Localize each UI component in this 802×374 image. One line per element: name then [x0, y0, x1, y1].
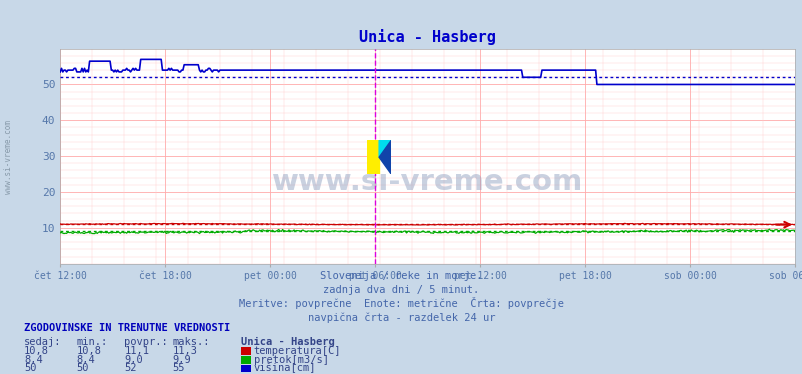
Text: www.si-vreme.com: www.si-vreme.com [3, 120, 13, 194]
Text: 50: 50 [24, 364, 37, 373]
Text: ZGODOVINSKE IN TRENUTNE VREDNOSTI: ZGODOVINSKE IN TRENUTNE VREDNOSTI [24, 323, 230, 333]
Text: 9,0: 9,0 [124, 355, 143, 365]
Text: 52: 52 [124, 364, 137, 373]
Text: 9,9: 9,9 [172, 355, 191, 365]
Text: Meritve: povprečne  Enote: metrične  Črta: povprečje: Meritve: povprečne Enote: metrične Črta:… [239, 297, 563, 309]
Text: 10,8: 10,8 [24, 346, 49, 356]
Text: sedaj:: sedaj: [24, 337, 62, 347]
Text: 11,1: 11,1 [124, 346, 149, 356]
Text: maks.:: maks.: [172, 337, 210, 347]
Text: navpična črta - razdelek 24 ur: navpična črta - razdelek 24 ur [307, 313, 495, 323]
Polygon shape [379, 140, 391, 174]
Text: zadnja dva dni / 5 minut.: zadnja dva dni / 5 minut. [323, 285, 479, 295]
Polygon shape [379, 140, 391, 157]
Text: 8,4: 8,4 [24, 355, 43, 365]
Polygon shape [367, 140, 379, 174]
Text: www.si-vreme.com: www.si-vreme.com [272, 168, 582, 196]
Text: temperatura[C]: temperatura[C] [253, 346, 341, 356]
Text: 55: 55 [172, 364, 185, 373]
Text: min.:: min.: [76, 337, 107, 347]
Text: Unica - Hasberg: Unica - Hasberg [241, 337, 334, 347]
Text: višina[cm]: višina[cm] [253, 363, 316, 373]
Title: Unica - Hasberg: Unica - Hasberg [358, 29, 496, 45]
Text: povpr.:: povpr.: [124, 337, 168, 347]
Text: 8,4: 8,4 [76, 355, 95, 365]
Text: Slovenija / reke in morje.: Slovenija / reke in morje. [320, 271, 482, 280]
Text: pretok[m3/s]: pretok[m3/s] [253, 355, 328, 365]
Text: 50: 50 [76, 364, 89, 373]
Text: 10,8: 10,8 [76, 346, 101, 356]
Text: 11,3: 11,3 [172, 346, 197, 356]
